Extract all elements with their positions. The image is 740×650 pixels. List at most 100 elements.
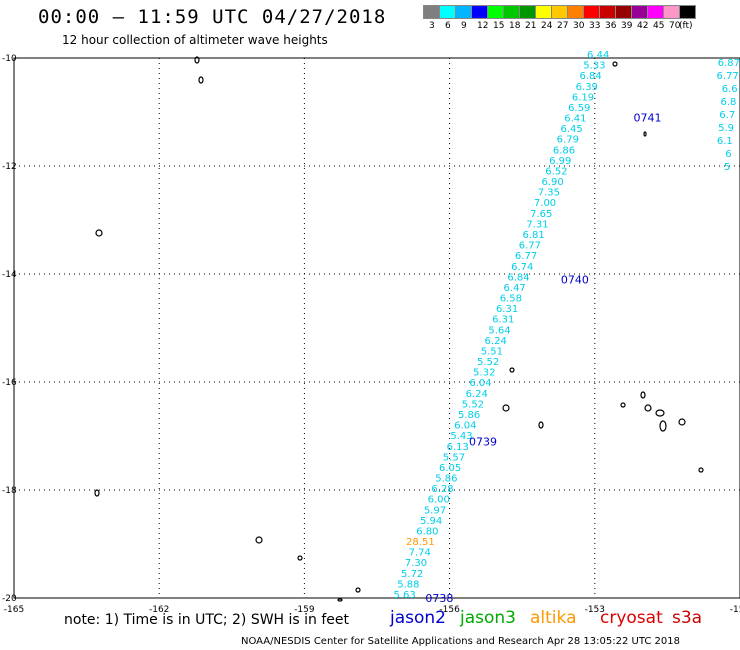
track-value: 6.84	[507, 272, 529, 283]
track-value: 5.33	[583, 61, 605, 72]
track-value: 6.84	[579, 71, 601, 82]
legend-label: 36	[605, 21, 617, 31]
y-tick-label: -20	[2, 594, 17, 604]
track-value: 6.31	[496, 304, 518, 315]
island-outline	[538, 421, 544, 429]
track-value: 6.90	[542, 177, 564, 188]
track-value: 5.86	[458, 410, 480, 421]
x-tick-label: -156	[439, 605, 460, 615]
satellite-label-jason3: jason3	[460, 608, 516, 628]
island-outline	[612, 61, 618, 67]
y-tick-label: -10	[2, 54, 17, 64]
legend-label: 42	[637, 21, 649, 31]
island-outline	[620, 402, 626, 408]
x-tick-label: -153	[585, 605, 605, 615]
color-legend	[423, 5, 696, 19]
track-value: 5.86	[435, 474, 457, 485]
island-outline	[297, 555, 303, 561]
legend-label: 39	[621, 21, 633, 31]
island-outline	[655, 409, 665, 417]
track-value: 5.72	[401, 569, 423, 580]
legend-label: 9	[461, 21, 467, 31]
legend-label: 6	[445, 21, 451, 31]
track-value: 6.74	[511, 262, 533, 273]
track-value: 6.41	[564, 114, 586, 125]
chart-title: 00:00 – 11:59 UTC 04/27/2018	[38, 6, 387, 28]
time-label: 0738	[425, 592, 453, 605]
time-label: 0741	[634, 111, 662, 124]
track-value: 7.30	[405, 558, 427, 569]
x-tick-label: -165	[4, 605, 24, 615]
island-outline	[198, 76, 204, 84]
track-value: 7.31	[526, 219, 548, 230]
legend-label: 24	[541, 21, 553, 31]
legend-label: 33	[589, 21, 601, 31]
track-value: 6.28	[431, 484, 453, 495]
track-value: 6.44	[587, 50, 609, 61]
satellite-label-s3a: s3a	[672, 608, 703, 628]
track-value: 6.31	[492, 315, 514, 326]
track-value: 6.45	[560, 124, 582, 135]
track-value: 5.88	[397, 579, 419, 590]
track-value: 7.00	[534, 198, 556, 209]
track-value: 5.52	[477, 357, 499, 368]
island-outline	[337, 598, 343, 602]
x-tick-label: -159	[294, 605, 315, 615]
track-value: 6.77	[515, 251, 537, 262]
island-outline	[502, 404, 510, 412]
satellite-label-cryosat: cryosat	[600, 608, 663, 628]
track-value: 5.32	[473, 368, 495, 379]
track-value: 6.99	[549, 156, 571, 167]
plot-frame	[13, 57, 740, 599]
island-outline	[643, 131, 647, 137]
track-value-edge: 6.8	[720, 97, 736, 108]
track-value-edge: 6.87	[718, 58, 740, 69]
track-value: 5.94	[420, 516, 442, 527]
track-value: 5.97	[424, 505, 446, 516]
legend-label: (ft)	[679, 21, 693, 31]
island-outline	[255, 536, 263, 544]
track-value: 6.47	[504, 283, 526, 294]
legend-label: 18	[509, 21, 521, 31]
track-value: 7.74	[409, 548, 431, 559]
track-value: 6.81	[523, 230, 545, 241]
time-label: 0740	[561, 273, 589, 286]
track-value: 6.80	[416, 526, 438, 537]
y-tick-label: -14	[2, 270, 17, 280]
legend-label: 21	[525, 21, 537, 31]
legend-label: 30	[573, 21, 585, 31]
track-value: 6.04	[454, 421, 476, 432]
time-label: 0739	[469, 435, 497, 448]
track-value: 5.51	[481, 346, 503, 357]
footer-credit: NOAA/NESDIS Center for Satellite Applica…	[241, 636, 680, 647]
island-outline	[355, 587, 361, 593]
track-value-edge: 6.77	[717, 71, 739, 82]
track-value: 6.39	[576, 82, 598, 93]
track-value-edge: 5	[724, 162, 730, 173]
legend-label: 27	[557, 21, 569, 31]
legend-label: 3	[429, 21, 435, 31]
chart-subtitle: 12 hour collection of altimeter wave hei…	[62, 33, 328, 47]
legend-label: 15	[493, 21, 505, 31]
y-tick-label: -18	[2, 486, 17, 496]
track-value: 6.59	[568, 103, 590, 114]
track-value-edge: 6.7	[719, 110, 735, 121]
island-outline	[640, 391, 646, 399]
track-value: 28.51	[406, 537, 435, 548]
legend-label: 70	[669, 21, 681, 31]
island-outline	[509, 367, 515, 373]
legend-label: 45	[653, 21, 665, 31]
track-value: 6.77	[519, 241, 541, 252]
satellite-label-jason2: jason2	[390, 608, 446, 628]
track-value-edge: 5.9	[718, 123, 734, 134]
track-value: 5.52	[462, 399, 484, 410]
track-value-edge: 6.6	[722, 84, 738, 95]
x-tick-label: -162	[149, 605, 169, 615]
x-tick-label: -150	[730, 605, 740, 615]
track-value: 6.00	[428, 495, 450, 506]
island-outline	[94, 489, 100, 497]
track-value-edge: 6.1	[717, 136, 733, 147]
legend-label: 12	[477, 21, 489, 31]
